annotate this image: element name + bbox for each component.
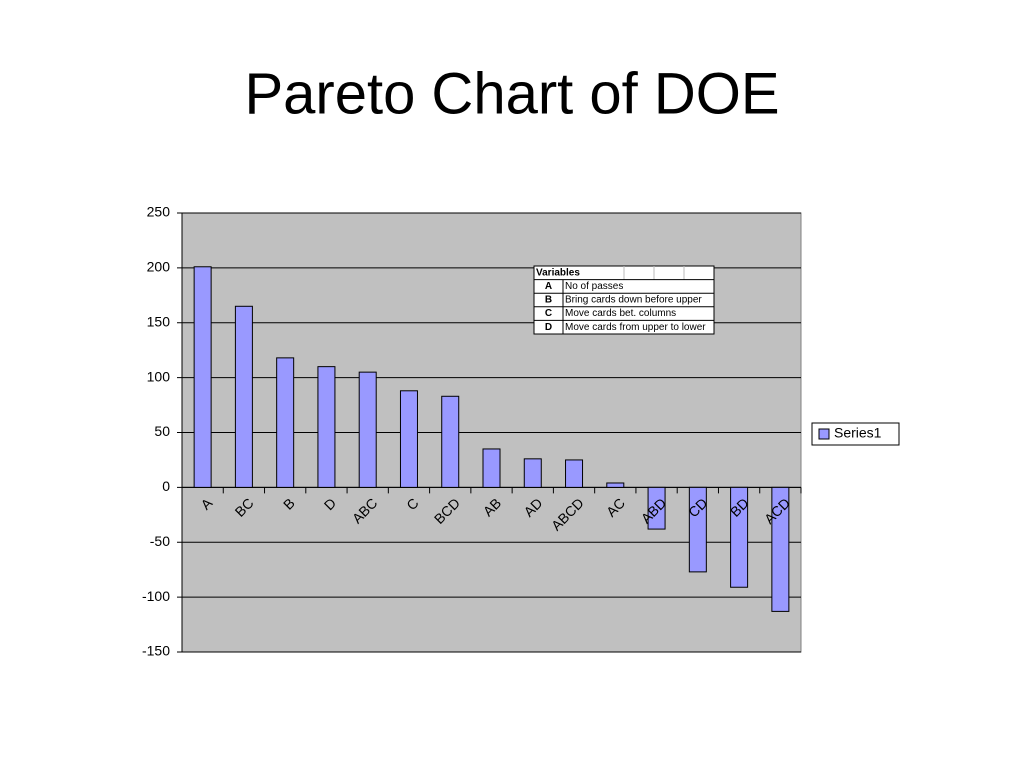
y-tick-label: 250	[147, 204, 171, 220]
table-title: Variables	[536, 267, 580, 278]
y-tick-label: 200	[147, 259, 171, 275]
table-desc: Move cards bet. columns	[565, 308, 676, 319]
table-desc: Bring cards down before upper	[565, 295, 702, 306]
bar	[317, 366, 336, 488]
bar	[730, 486, 749, 588]
bar	[482, 448, 501, 488]
bar	[399, 390, 418, 488]
legend-label: Series1	[834, 425, 882, 441]
bar	[358, 371, 377, 488]
legend-box	[811, 422, 900, 446]
y-tick-label: 0	[162, 478, 170, 494]
table-key: B	[545, 295, 552, 306]
legend-swatch	[818, 428, 830, 440]
y-tick-label: -100	[142, 588, 170, 604]
y-tick-label: 150	[147, 313, 171, 329]
bar	[771, 486, 790, 612]
bar	[234, 305, 253, 488]
bar	[276, 357, 295, 488]
table-desc: No of passes	[565, 281, 623, 292]
y-tick-label: 100	[147, 368, 171, 384]
y-tick-label: -150	[142, 643, 170, 659]
y-tick-label: -50	[150, 533, 170, 549]
table-key: D	[545, 322, 552, 333]
table-key: A	[545, 281, 552, 292]
bar	[193, 266, 212, 488]
bar	[688, 486, 707, 573]
y-tick-label: 50	[154, 423, 170, 439]
bar	[606, 482, 625, 488]
table-desc: Move cards from upper to lower	[565, 322, 706, 333]
bar	[523, 458, 542, 488]
bar	[441, 395, 460, 488]
table-key: C	[545, 308, 552, 319]
chart-title: Pareto Chart of DOE	[244, 61, 779, 126]
bar	[565, 459, 584, 488]
bar	[647, 486, 666, 530]
